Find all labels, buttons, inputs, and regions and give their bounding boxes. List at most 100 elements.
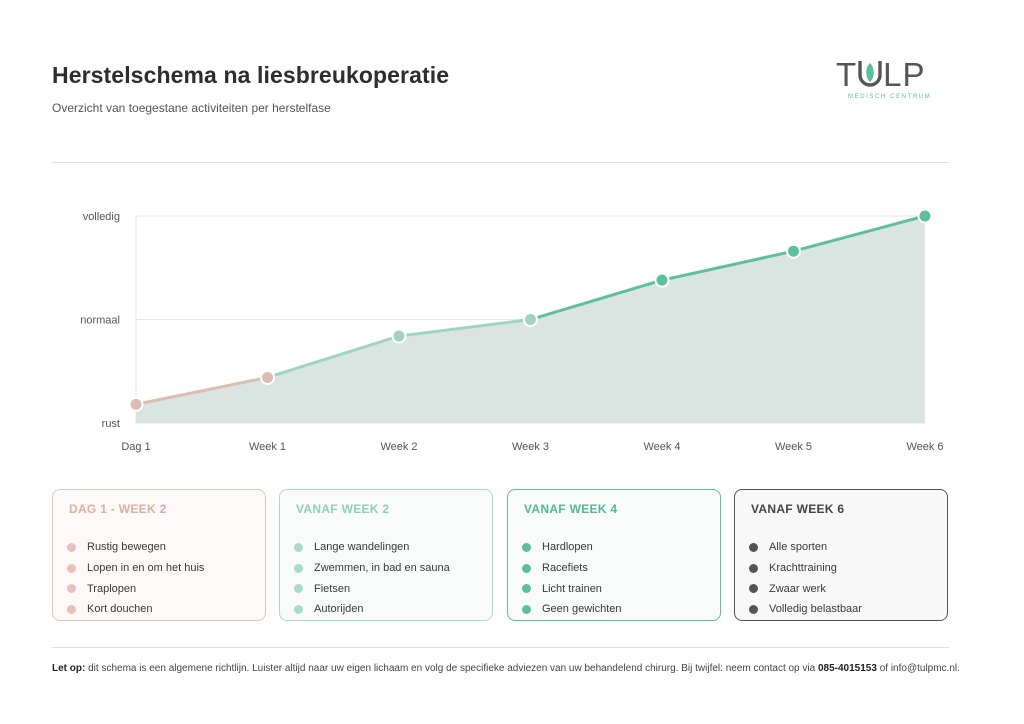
activity-item: Traplopen xyxy=(67,578,204,599)
phase-card: VANAF WEEK 2 Lange wandelingen Zwemmen, in… xyxy=(279,489,493,621)
footer-connector: of xyxy=(879,663,889,674)
activity-label: Traplopen xyxy=(87,582,137,595)
logo-name-end: LP xyxy=(883,56,926,93)
x-tick-label: Dag 1 xyxy=(121,441,150,453)
bullet-dot-icon xyxy=(294,542,303,552)
activity-item: Geen gewichten xyxy=(522,599,622,620)
footer-phone: 085-4015153 xyxy=(817,663,877,674)
activity-label: Kort douchen xyxy=(87,603,153,616)
activity-item: Zwaar werk xyxy=(749,578,862,599)
activity-item: Zwemmen, in bad en sauna xyxy=(294,558,450,579)
bullet-dot-icon xyxy=(67,563,76,573)
x-tick-label: Week 2 xyxy=(380,441,417,453)
bullet-dot-icon xyxy=(749,563,758,573)
activity-item: Autorijden xyxy=(294,599,450,620)
bullet-dot-icon xyxy=(67,542,76,552)
bullet-dot-icon xyxy=(522,563,531,573)
bullet-dot-icon xyxy=(522,584,531,594)
activity-item: Hardlopen xyxy=(522,537,622,558)
data-point xyxy=(523,312,538,327)
activity-label: Rustig bewegen xyxy=(87,541,166,554)
activity-label: Lopen in en om het huis xyxy=(87,562,205,575)
bullet-dot-icon xyxy=(67,584,76,594)
phase-activity-list: Lange wandelingen Zwemmen, in bad en saun… xyxy=(294,537,450,620)
phase-card: VANAF WEEK 6 Alle sporten Krachttraining Zw… xyxy=(734,489,948,621)
data-point xyxy=(391,328,407,344)
activity-label: Zwaar werk xyxy=(769,582,826,595)
data-point xyxy=(917,208,933,224)
x-tick-label: Week 6 xyxy=(906,441,943,453)
x-tick-label: Week 3 xyxy=(512,441,549,453)
line-segment xyxy=(660,249,795,282)
line-segment xyxy=(134,375,269,406)
activity-item: Lange wandelingen xyxy=(294,537,450,558)
y-tick-label: rust xyxy=(102,418,120,430)
x-tick-label: Week 4 xyxy=(643,441,680,453)
activity-item: Kort douchen xyxy=(67,599,204,620)
activity-item: Rustig bewegen xyxy=(67,537,204,558)
tulip-icon xyxy=(858,61,882,87)
activity-label: Autorijden xyxy=(314,603,364,616)
activity-label: Geen gewichten xyxy=(542,603,622,616)
phase-activity-list: Hardlopen Racefiets Licht trainen Geen gewi… xyxy=(522,537,622,620)
line-segment xyxy=(529,278,664,321)
phase-title: VANAF WEEK 6 xyxy=(751,502,845,516)
data-point xyxy=(128,396,144,412)
activity-label: Volledig belastbaar xyxy=(769,603,862,616)
data-point xyxy=(260,369,275,385)
logo-tagline: MEDISCH CENTRUM xyxy=(848,94,932,100)
activity-label: Fietsen xyxy=(314,582,351,595)
data-point xyxy=(786,243,801,259)
footer-note: Let op: dit schema is een algemene richt… xyxy=(52,663,960,674)
bullet-dot-icon xyxy=(294,604,303,614)
phase-card: VANAF WEEK 4 Hardlopen Racefiets Licht trai… xyxy=(507,489,721,621)
phase-card: DAG 1 - WEEK 2 Rustig bewegen Lopen in en … xyxy=(52,489,266,621)
activity-item: Racefiets xyxy=(522,558,622,579)
footer-divider xyxy=(52,647,949,648)
phase-title: VANAF WEEK 2 xyxy=(296,502,390,516)
line-segment xyxy=(266,334,401,379)
header-divider xyxy=(52,162,949,163)
footer-text: dit schema is een algemene richtlijn. Lu… xyxy=(88,663,816,674)
activity-item: Alle sporten xyxy=(749,537,862,558)
phase-title: DAG 1 - WEEK 2 xyxy=(69,502,167,516)
line-segment xyxy=(397,318,532,338)
bullet-dot-icon xyxy=(294,584,303,594)
activity-item: Krachttraining xyxy=(749,558,862,579)
activity-label: Zwemmen, in bad en sauna xyxy=(314,562,450,575)
activity-label: Krachttraining xyxy=(769,562,837,575)
bullet-dot-icon xyxy=(522,604,531,614)
bullet-dot-icon xyxy=(294,563,303,573)
bullet-dot-icon xyxy=(67,604,76,614)
phase-activity-list: Rustig bewegen Lopen in en om het huis Tra… xyxy=(67,537,204,620)
activity-label: Lange wandelingen xyxy=(314,541,410,554)
tulp-logo: T LP MEDISCH CENTRUM xyxy=(836,58,948,104)
x-tick-label: Week 1 xyxy=(249,441,286,453)
footer-email: info@tulpmc.nl. xyxy=(890,663,960,674)
line-segment xyxy=(792,214,927,253)
recovery-chart: rust normaal volledig Dag 1 Week 1 Week 2 Week… xyxy=(80,208,944,453)
page-subtitle: Overzicht van toegestane activiteiten pe… xyxy=(52,101,331,115)
activity-item: Licht trainen xyxy=(522,578,622,599)
bullet-dot-icon xyxy=(749,542,758,552)
activity-label: Alle sporten xyxy=(769,541,828,554)
logo-wordmark: T LP xyxy=(836,58,926,91)
page-title: Herstelschema na liesbreukoperatie xyxy=(52,62,450,88)
bullet-dot-icon xyxy=(522,542,531,552)
data-point xyxy=(654,272,670,288)
activity-item: Fietsen xyxy=(294,578,450,599)
bullet-dot-icon xyxy=(749,584,758,594)
activity-label: Licht trainen xyxy=(542,582,602,595)
logo-name-start: T xyxy=(836,56,858,93)
activity-label: Racefiets xyxy=(542,562,588,575)
activity-item: Volledig belastbaar xyxy=(749,599,862,620)
x-tick-label: Week 5 xyxy=(775,441,812,453)
phase-title: VANAF WEEK 4 xyxy=(524,502,618,516)
y-tick-label: normaal xyxy=(80,315,120,327)
phase-activity-list: Alle sporten Krachttraining Zwaar werk Voll… xyxy=(749,537,862,620)
footer-label: Let op: xyxy=(52,663,86,674)
activity-label: Hardlopen xyxy=(542,541,593,554)
bullet-dot-icon xyxy=(749,604,758,614)
activity-item: Lopen in en om het huis xyxy=(67,558,204,579)
y-tick-label: volledig xyxy=(83,211,120,223)
